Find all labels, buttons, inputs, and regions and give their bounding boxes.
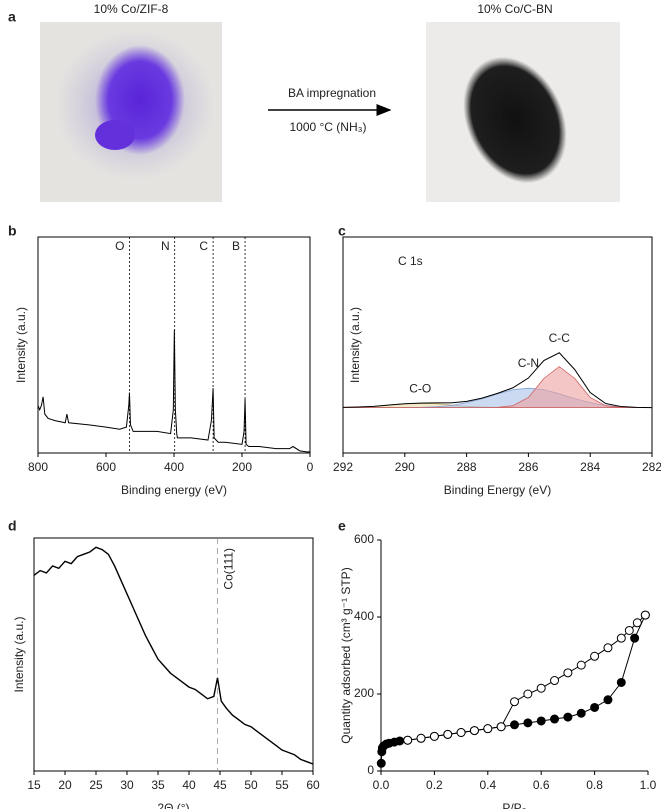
plot-frame xyxy=(342,236,653,454)
data-line xyxy=(33,546,314,765)
reference-label: C xyxy=(199,239,208,253)
data-point xyxy=(429,731,439,741)
x-tick-label: 60 xyxy=(306,778,320,792)
data-point xyxy=(443,729,453,739)
data-point xyxy=(616,633,626,643)
data-line xyxy=(342,352,653,409)
photo-left xyxy=(40,22,222,202)
y-tick-label: 400 xyxy=(354,609,374,623)
annotation: C 1s xyxy=(398,254,423,268)
x-tick-label: 45 xyxy=(213,778,227,792)
x-tick-label: 200 xyxy=(232,460,252,474)
y-axis-label: Intensity (a.u.) xyxy=(348,307,362,383)
y-tick-label: 600 xyxy=(354,532,374,546)
y-axis-label: Intensity (a.u.) xyxy=(12,616,26,692)
data-point xyxy=(523,689,533,699)
series-label: C-C xyxy=(549,331,571,345)
x-tick-label: 400 xyxy=(164,460,184,474)
data-point xyxy=(550,714,560,724)
data-point xyxy=(523,718,533,728)
x-tick-label: 20 xyxy=(58,778,72,792)
photo-caption: 10% Co/C-BN xyxy=(477,2,552,16)
data-point xyxy=(496,722,506,732)
x-tick-label: 40 xyxy=(182,778,196,792)
panel-label: b xyxy=(8,223,17,239)
data-point xyxy=(632,618,642,628)
x-tick-label: 15 xyxy=(27,778,41,792)
data-point xyxy=(395,736,405,746)
data-point xyxy=(616,677,626,687)
data-point xyxy=(510,720,519,730)
x-tick-label: 0 xyxy=(307,460,314,474)
data-point xyxy=(624,625,634,635)
x-tick-label: 55 xyxy=(275,778,289,792)
y-tick-label: 0 xyxy=(367,763,374,777)
data-point xyxy=(590,651,600,661)
series-label: C-N xyxy=(518,356,539,370)
x-tick-label: 35 xyxy=(151,778,165,792)
x-tick-label: 288 xyxy=(457,460,477,474)
data-line xyxy=(37,329,310,453)
x-tick-label: 290 xyxy=(395,460,415,474)
x-tick-label: 0.6 xyxy=(533,778,550,792)
x-tick-label: 0.2 xyxy=(426,778,443,792)
x-tick-label: 0.8 xyxy=(586,778,603,792)
photo-caption: 10% Co/ZIF-8 xyxy=(94,2,169,16)
x-tick-label: 30 xyxy=(120,778,134,792)
reference-label: Co(111) xyxy=(222,548,236,590)
y-axis-label: Quantity adsorbed (cm³ g⁻¹ STP) xyxy=(339,567,353,743)
x-tick-label: 50 xyxy=(244,778,258,792)
data-point xyxy=(550,676,560,686)
x-tick-label: 800 xyxy=(28,460,48,474)
data-point xyxy=(630,633,640,643)
plot-frame xyxy=(33,537,314,772)
x-axis-label: Binding Energy (eV) xyxy=(444,483,551,497)
series-label: C-O xyxy=(409,381,431,395)
data-point xyxy=(403,735,413,745)
x-tick-label: 600 xyxy=(96,460,116,474)
x-tick-label: 25 xyxy=(89,778,103,792)
panel-label: d xyxy=(8,518,17,534)
photo-right xyxy=(426,22,620,202)
x-tick-label: 1.0 xyxy=(640,778,657,792)
data-point xyxy=(536,683,546,693)
data-point xyxy=(640,610,650,620)
panel-label: c xyxy=(338,223,346,239)
data-point xyxy=(416,733,426,743)
reference-label: B xyxy=(232,239,240,253)
data-point xyxy=(536,716,546,726)
data-point xyxy=(576,660,586,670)
x-axis-label: Binding energy (eV) xyxy=(121,483,227,497)
data-point xyxy=(376,758,386,768)
data-point xyxy=(469,726,479,736)
x-tick-label: 292 xyxy=(333,460,353,474)
arrow-label: BA impregnation xyxy=(288,86,376,100)
y-axis-label: Intensity (a.u.) xyxy=(14,307,28,383)
x-axis-label: P/P₀ xyxy=(502,801,526,809)
x-tick-label: 0.0 xyxy=(373,778,390,792)
panel-label: a xyxy=(8,9,16,25)
y-tick-label: 200 xyxy=(354,686,374,700)
x-axis-label: 2Θ (°) xyxy=(157,801,189,809)
reference-label: O xyxy=(115,239,124,253)
data-point xyxy=(603,643,613,653)
data-point xyxy=(456,728,466,737)
data-point xyxy=(510,697,519,707)
data-point xyxy=(563,668,573,678)
x-tick-label: 284 xyxy=(580,460,600,474)
component-area xyxy=(343,366,652,409)
x-tick-label: 0.4 xyxy=(479,778,496,792)
panel-label: e xyxy=(338,518,346,534)
data-point xyxy=(590,702,600,712)
x-tick-label: 286 xyxy=(518,460,538,474)
arrow-label: 1000 °C (NH₃) xyxy=(289,120,366,134)
reference-label: N xyxy=(161,239,170,253)
data-point xyxy=(603,695,613,705)
data-point xyxy=(483,724,493,734)
x-tick-label: 282 xyxy=(642,460,661,474)
data-point xyxy=(576,708,586,718)
data-point xyxy=(563,712,573,722)
